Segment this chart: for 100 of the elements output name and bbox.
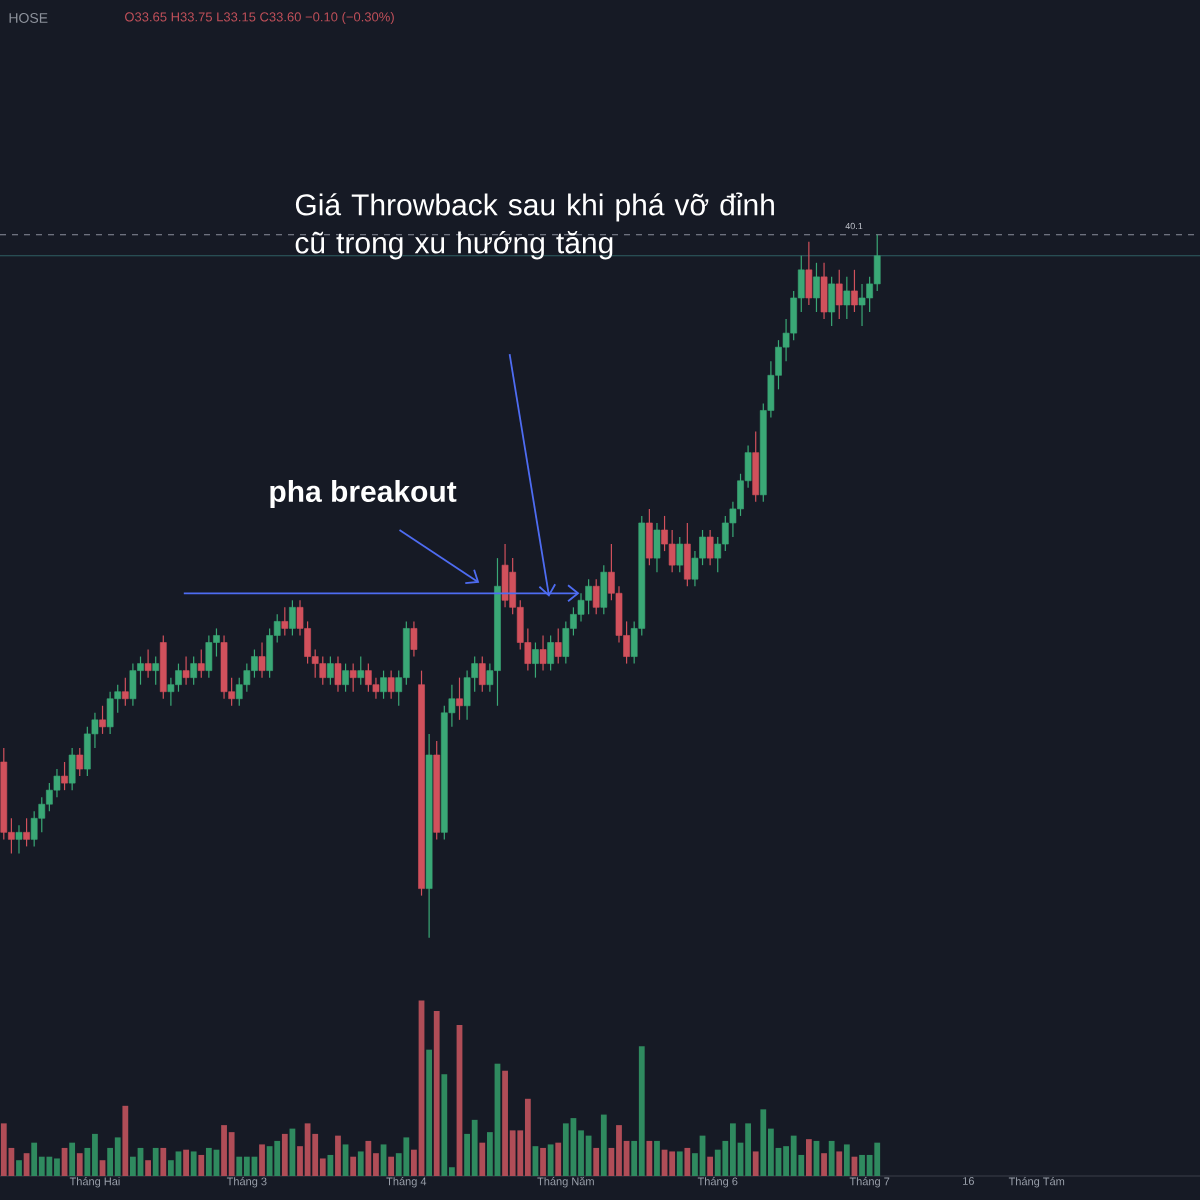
bar xyxy=(714,1149,721,1176)
candlestick xyxy=(752,430,760,503)
bar xyxy=(335,1135,341,1176)
candlestick xyxy=(410,620,418,658)
bar xyxy=(16,1160,22,1176)
bar xyxy=(259,1144,265,1176)
candlestick xyxy=(289,599,296,637)
bar xyxy=(441,1074,448,1176)
bar xyxy=(388,1156,395,1176)
bar xyxy=(357,1151,364,1176)
bar xyxy=(828,1140,835,1176)
bar xyxy=(69,1142,76,1176)
bar xyxy=(274,1140,281,1176)
candlestick xyxy=(653,522,661,573)
bar xyxy=(122,1105,129,1176)
candlestick xyxy=(23,817,30,847)
candlestick xyxy=(327,655,334,686)
candlestick xyxy=(851,269,858,313)
bar xyxy=(31,1142,38,1176)
bar xyxy=(790,1135,797,1176)
bar xyxy=(540,1147,546,1176)
candlestick xyxy=(68,747,76,791)
bar xyxy=(479,1142,486,1176)
bar xyxy=(616,1125,622,1176)
bar xyxy=(821,1153,827,1176)
candlestick xyxy=(334,655,342,693)
bar xyxy=(730,1123,736,1176)
candlestick xyxy=(197,648,205,679)
candlestick xyxy=(144,648,152,679)
bar xyxy=(365,1140,372,1176)
candlestick xyxy=(76,747,84,777)
bar xyxy=(502,1070,508,1176)
candlestick xyxy=(357,655,365,686)
candlestick xyxy=(805,241,813,306)
candlestick xyxy=(592,578,600,615)
bar xyxy=(198,1154,205,1176)
bar xyxy=(760,1109,767,1176)
candlestick xyxy=(129,662,137,707)
bar xyxy=(327,1154,334,1176)
bar xyxy=(562,1123,569,1176)
bar xyxy=(646,1140,653,1176)
bar xyxy=(152,1147,159,1176)
bar xyxy=(547,1144,554,1176)
candlestick xyxy=(349,662,357,693)
bar xyxy=(190,1151,197,1176)
annotation: Giá Throwback sau khi phá vỡ đỉnh cũ trong xu hướng tăng xyxy=(295,192,774,260)
bar xyxy=(92,1133,98,1176)
bar xyxy=(145,1160,151,1176)
candlestick xyxy=(251,648,258,679)
bar xyxy=(183,1149,189,1176)
candlestick xyxy=(554,627,562,665)
bar xyxy=(843,1144,850,1176)
bar xyxy=(426,1049,433,1176)
bar xyxy=(676,1151,683,1176)
bar xyxy=(684,1147,691,1176)
bar xyxy=(403,1137,410,1176)
candlestick xyxy=(15,824,23,855)
candlestick xyxy=(843,276,851,320)
candlestick xyxy=(539,634,547,672)
candlestick xyxy=(281,606,289,637)
bar xyxy=(874,1142,881,1176)
candlestick xyxy=(380,670,387,700)
bar xyxy=(76,1153,83,1176)
candlestick xyxy=(106,691,114,735)
bar xyxy=(266,1146,273,1176)
candlestick xyxy=(266,627,273,679)
candlestick xyxy=(547,634,554,672)
candlestick xyxy=(190,655,198,686)
bar xyxy=(471,1119,478,1176)
candlestick xyxy=(365,662,372,693)
candlestick xyxy=(342,662,349,693)
candlestick xyxy=(387,670,395,700)
bar xyxy=(130,1156,136,1176)
candlestick xyxy=(456,677,463,721)
candlestick xyxy=(532,641,539,679)
bar xyxy=(54,1158,60,1176)
candlestick xyxy=(205,634,213,679)
candlestick xyxy=(319,655,327,686)
candlestick xyxy=(828,276,835,327)
candlestick xyxy=(873,234,881,292)
bar xyxy=(600,1114,607,1176)
candlestick xyxy=(501,543,509,608)
bar xyxy=(160,1147,167,1176)
bar xyxy=(654,1140,660,1176)
candlestick xyxy=(152,655,160,686)
candlestick xyxy=(258,641,266,679)
candlestick xyxy=(820,262,828,320)
bar xyxy=(555,1142,562,1176)
bar xyxy=(836,1151,843,1176)
bar xyxy=(114,1137,121,1176)
candlestick xyxy=(121,677,129,707)
bar xyxy=(46,1156,53,1176)
bar xyxy=(524,1098,531,1176)
bar xyxy=(805,1139,812,1176)
candlestick xyxy=(646,508,653,566)
bar xyxy=(205,1147,212,1176)
bar xyxy=(593,1147,600,1176)
bar xyxy=(707,1156,714,1176)
candlestick xyxy=(706,529,714,566)
bar xyxy=(585,1135,592,1176)
